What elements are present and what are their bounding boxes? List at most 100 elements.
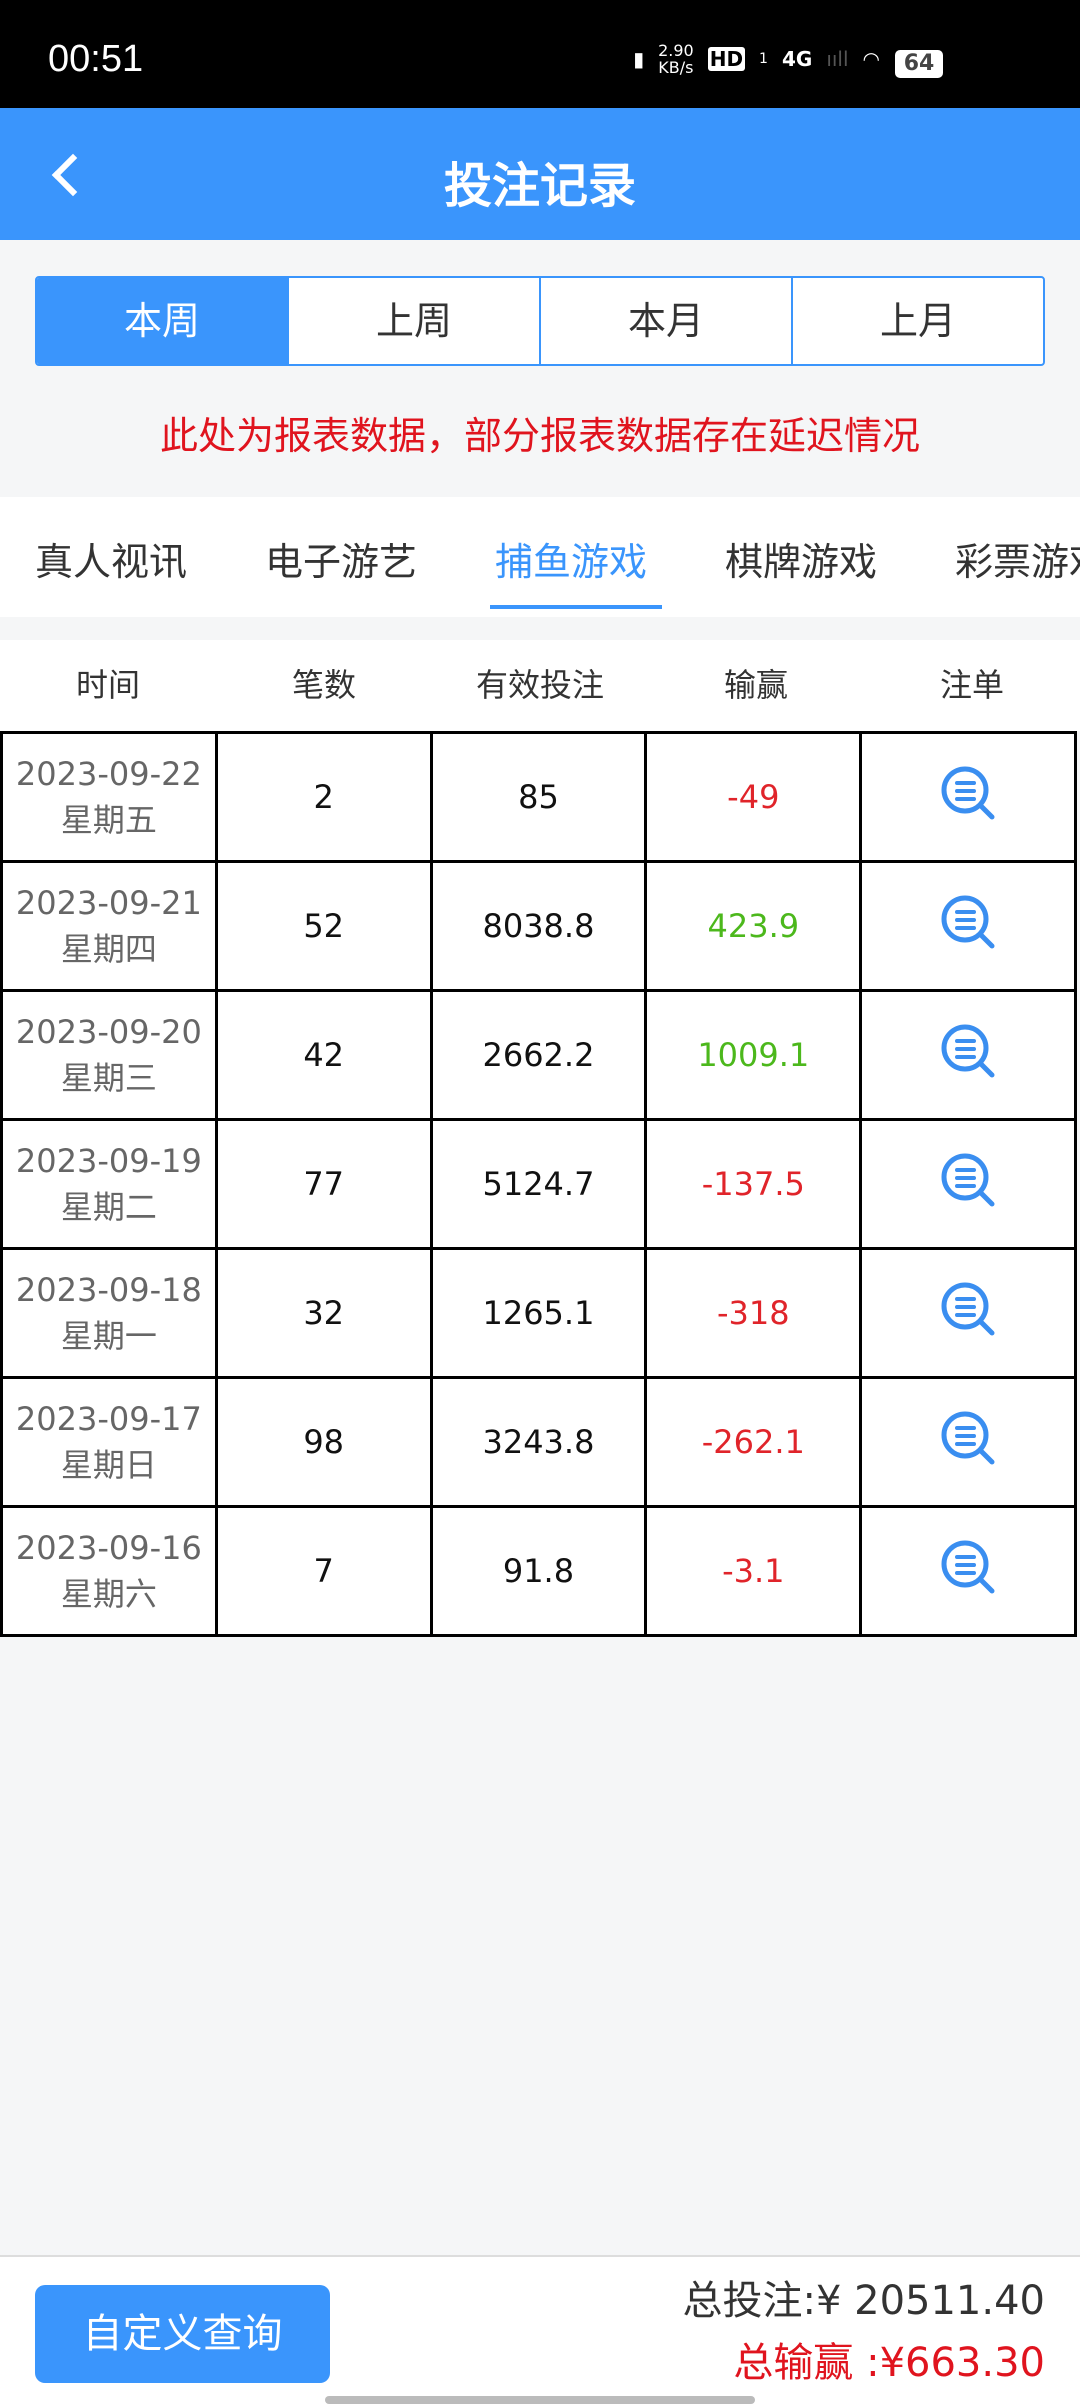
category-tabs: 真人视讯 电子游艺 捕鱼游戏 棋牌游戏 彩票游戏 <box>0 497 1080 617</box>
detail-cell <box>859 1118 1077 1250</box>
col-time: 时间 <box>75 666 140 704</box>
detail-cell <box>859 1247 1077 1379</box>
date-cell: 2023-09-17 星期日 <box>0 1376 218 1508</box>
battery-icon: 64 <box>895 50 943 78</box>
wifi-icon: ◠ <box>862 47 880 71</box>
date-cell: 2023-09-20 星期三 <box>0 989 218 1121</box>
total-bet: 总投注:¥ 20511.40 <box>682 2278 1046 2324</box>
valid-bet-cell: 8038.8 <box>429 860 648 992</box>
tab-lottery[interactable]: 彩票游戏 <box>955 540 1080 584</box>
win-loss-cell: -49 <box>644 731 863 863</box>
date: 2023-09-19 <box>15 1142 202 1180</box>
vibrate-icon: ▮ <box>633 47 645 71</box>
date: 2023-09-16 <box>15 1529 202 1567</box>
status-icons: ▮ 2.90 KB/s HD 1 4G ııll ◠ <box>633 42 880 76</box>
table-row: 2023-09-19 星期二 77 5124.7 -137.5 <box>0 1118 1077 1250</box>
net-speed: 2.90 KB/s <box>658 41 694 77</box>
valid-bet-cell: 2662.2 <box>429 989 648 1121</box>
col-valid-bet: 有效投注 <box>475 666 604 704</box>
search-list-icon[interactable] <box>938 1021 998 1081</box>
search-list-icon[interactable] <box>938 892 998 952</box>
notice-text: 此处为报表数据，部分报表数据存在延迟情况 <box>159 414 920 458</box>
sim-number: 1 <box>759 51 768 67</box>
detail-cell <box>859 1376 1077 1508</box>
col-count: 笔数 <box>291 666 356 704</box>
table-row: 2023-09-17 星期日 98 3243.8 -262.1 <box>0 1376 1077 1508</box>
col-win-loss: 输赢 <box>723 666 788 704</box>
count-cell: 7 <box>214 1505 433 1637</box>
date: 2023-09-18 <box>15 1271 202 1309</box>
search-list-icon[interactable] <box>938 1279 998 1339</box>
date-cell: 2023-09-21 星期四 <box>0 860 218 992</box>
win-loss-cell: -262.1 <box>644 1376 863 1508</box>
weekday: 星期五 <box>60 801 157 839</box>
active-tab-indicator <box>490 605 662 609</box>
detail-cell <box>859 731 1077 863</box>
table-row: 2023-09-21 星期四 52 8038.8 423.9 <box>0 860 1077 992</box>
valid-bet-cell: 91.8 <box>429 1505 648 1637</box>
detail-cell <box>859 860 1077 992</box>
win-loss-cell: 1009.1 <box>644 989 863 1121</box>
tab-cards[interactable]: 棋牌游戏 <box>725 540 878 584</box>
clock: 00:51 <box>48 38 144 80</box>
win-loss-cell: -3.1 <box>644 1505 863 1637</box>
custom-query-button[interactable]: 自定义查询 <box>35 2285 330 2383</box>
search-list-icon[interactable] <box>938 1150 998 1210</box>
signal-icon: ııll <box>826 47 849 71</box>
table-header: 时间 笔数 有效投注 输赢 注单 <box>0 640 1080 731</box>
col-detail: 注单 <box>939 666 1004 704</box>
table-row: 2023-09-20 星期三 42 2662.2 1009.1 <box>0 989 1077 1121</box>
page-title: 投注记录 <box>443 158 636 214</box>
date: 2023-09-21 <box>15 884 202 922</box>
date-cell: 2023-09-18 星期一 <box>0 1247 218 1379</box>
date-cell: 2023-09-19 星期二 <box>0 1118 218 1250</box>
nav-header: 投注记录 <box>0 108 1080 240</box>
weekday: 星期六 <box>60 1575 157 1613</box>
period-this-month[interactable]: 本月 <box>541 278 793 364</box>
count-cell: 98 <box>214 1376 433 1508</box>
weekday: 星期二 <box>60 1188 157 1226</box>
tab-live[interactable]: 真人视讯 <box>35 540 188 584</box>
detail-cell <box>859 1505 1077 1637</box>
weekday: 星期一 <box>60 1317 157 1355</box>
period-selector: 本周 上周 本月 上月 <box>35 276 1045 366</box>
date-cell: 2023-09-16 星期六 <box>0 1505 218 1637</box>
hd-icon: HD <box>707 47 746 71</box>
footer: 自定义查询 总投注:¥ 20511.40 总输赢 :¥663.30 <box>0 2255 1080 2408</box>
valid-bet-cell: 5124.7 <box>429 1118 648 1250</box>
weekday: 星期四 <box>60 930 157 968</box>
search-list-icon[interactable] <box>938 1537 998 1597</box>
network-icon: 4G <box>781 47 813 71</box>
detail-cell <box>859 989 1077 1121</box>
date: 2023-09-22 <box>15 755 202 793</box>
win-loss-cell: -137.5 <box>644 1118 863 1250</box>
status-bar: 00:51 ▮ 2.90 KB/s HD 1 4G ııll ◠ 64 <box>0 0 1080 108</box>
valid-bet-cell: 1265.1 <box>429 1247 648 1379</box>
total-win: 总输赢 :¥663.30 <box>733 2340 1045 2386</box>
tab-slots[interactable]: 电子游艺 <box>265 540 418 584</box>
table-row: 2023-09-18 星期一 32 1265.1 -318 <box>0 1247 1077 1379</box>
period-last-month[interactable]: 上月 <box>879 299 956 343</box>
records-table: 2023-09-22 星期五 2 85 -49 2023-09-21 星期四 52 … <box>0 731 1077 1637</box>
count-cell: 2 <box>214 731 433 863</box>
period-this-week[interactable]: 本周 <box>37 278 289 364</box>
home-indicator[interactable] <box>325 2396 755 2404</box>
weekday: 星期三 <box>60 1059 157 1097</box>
date-cell: 2023-09-22 星期五 <box>0 731 218 863</box>
valid-bet-cell: 3243.8 <box>429 1376 648 1508</box>
win-loss-cell: 423.9 <box>644 860 863 992</box>
search-list-icon[interactable] <box>938 763 998 823</box>
count-cell: 52 <box>214 860 433 992</box>
valid-bet-cell: 85 <box>429 731 648 863</box>
weekday: 星期日 <box>60 1446 157 1484</box>
win-loss-cell: -318 <box>644 1247 863 1379</box>
count-cell: 42 <box>214 989 433 1121</box>
search-list-icon[interactable] <box>938 1408 998 1468</box>
count-cell: 77 <box>214 1118 433 1250</box>
tab-fishing[interactable]: 捕鱼游戏 <box>495 540 648 584</box>
table-row: 2023-09-22 星期五 2 85 -49 <box>0 731 1077 863</box>
count-cell: 32 <box>214 1247 433 1379</box>
period-last-week[interactable]: 上周 <box>289 278 541 364</box>
table-row: 2023-09-16 星期六 7 91.8 -3.1 <box>0 1505 1077 1637</box>
date: 2023-09-20 <box>15 1013 202 1051</box>
